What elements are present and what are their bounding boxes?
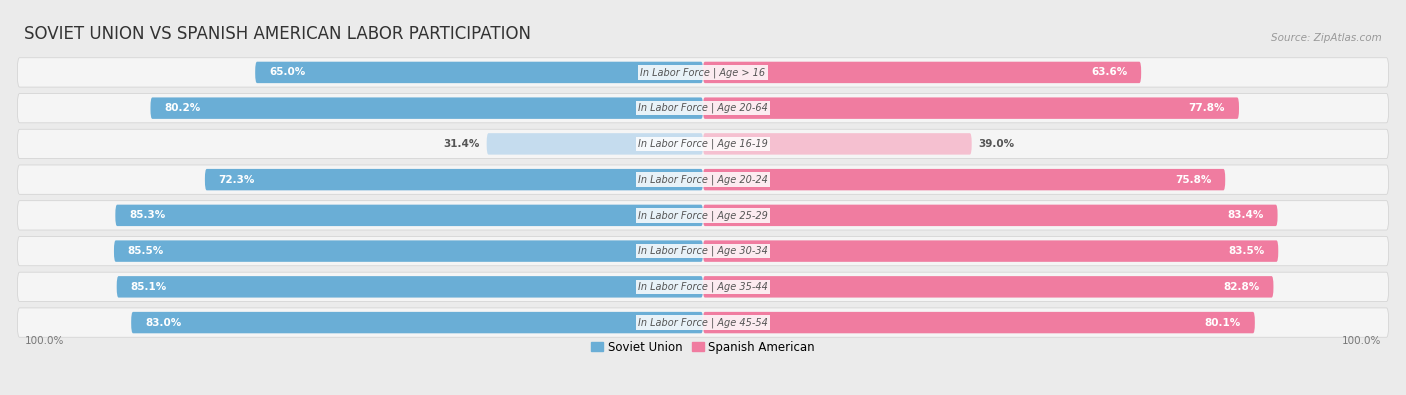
- FancyBboxPatch shape: [486, 133, 703, 154]
- Text: In Labor Force | Age 20-64: In Labor Force | Age 20-64: [638, 103, 768, 113]
- FancyBboxPatch shape: [256, 62, 703, 83]
- Text: In Labor Force | Age 16-19: In Labor Force | Age 16-19: [638, 139, 768, 149]
- FancyBboxPatch shape: [17, 94, 1389, 123]
- FancyBboxPatch shape: [17, 129, 1389, 158]
- Text: 100.0%: 100.0%: [1343, 336, 1382, 346]
- Text: 80.1%: 80.1%: [1205, 318, 1241, 327]
- Text: 65.0%: 65.0%: [269, 68, 305, 77]
- Text: 82.8%: 82.8%: [1223, 282, 1260, 292]
- Text: SOVIET UNION VS SPANISH AMERICAN LABOR PARTICIPATION: SOVIET UNION VS SPANISH AMERICAN LABOR P…: [24, 25, 531, 43]
- Text: Source: ZipAtlas.com: Source: ZipAtlas.com: [1271, 33, 1382, 43]
- FancyBboxPatch shape: [115, 205, 703, 226]
- Text: In Labor Force | Age 25-29: In Labor Force | Age 25-29: [638, 210, 768, 221]
- Text: 83.0%: 83.0%: [145, 318, 181, 327]
- Text: In Labor Force | Age 20-24: In Labor Force | Age 20-24: [638, 174, 768, 185]
- Text: 39.0%: 39.0%: [979, 139, 1015, 149]
- FancyBboxPatch shape: [131, 312, 703, 333]
- Text: 80.2%: 80.2%: [165, 103, 201, 113]
- FancyBboxPatch shape: [150, 98, 703, 119]
- Text: In Labor Force | Age > 16: In Labor Force | Age > 16: [641, 67, 765, 78]
- FancyBboxPatch shape: [17, 237, 1389, 266]
- Text: 72.3%: 72.3%: [219, 175, 254, 184]
- Text: 77.8%: 77.8%: [1188, 103, 1225, 113]
- Text: In Labor Force | Age 35-44: In Labor Force | Age 35-44: [638, 282, 768, 292]
- FancyBboxPatch shape: [17, 308, 1389, 337]
- Text: 85.1%: 85.1%: [131, 282, 167, 292]
- Text: 85.5%: 85.5%: [128, 246, 165, 256]
- Text: 75.8%: 75.8%: [1175, 175, 1212, 184]
- Text: 100.0%: 100.0%: [24, 336, 63, 346]
- FancyBboxPatch shape: [17, 58, 1389, 87]
- Text: 83.4%: 83.4%: [1227, 211, 1264, 220]
- FancyBboxPatch shape: [114, 241, 703, 262]
- FancyBboxPatch shape: [703, 133, 972, 154]
- Text: 83.5%: 83.5%: [1229, 246, 1264, 256]
- FancyBboxPatch shape: [17, 165, 1389, 194]
- FancyBboxPatch shape: [17, 272, 1389, 301]
- FancyBboxPatch shape: [703, 98, 1239, 119]
- Text: 63.6%: 63.6%: [1091, 68, 1128, 77]
- FancyBboxPatch shape: [703, 62, 1142, 83]
- FancyBboxPatch shape: [703, 205, 1278, 226]
- FancyBboxPatch shape: [703, 169, 1225, 190]
- Legend: Soviet Union, Spanish American: Soviet Union, Spanish American: [591, 341, 815, 354]
- Text: In Labor Force | Age 45-54: In Labor Force | Age 45-54: [638, 317, 768, 328]
- FancyBboxPatch shape: [703, 241, 1278, 262]
- FancyBboxPatch shape: [703, 312, 1254, 333]
- FancyBboxPatch shape: [117, 276, 703, 297]
- Text: 85.3%: 85.3%: [129, 211, 166, 220]
- Text: 31.4%: 31.4%: [443, 139, 479, 149]
- FancyBboxPatch shape: [17, 201, 1389, 230]
- FancyBboxPatch shape: [205, 169, 703, 190]
- Text: In Labor Force | Age 30-34: In Labor Force | Age 30-34: [638, 246, 768, 256]
- FancyBboxPatch shape: [703, 276, 1274, 297]
